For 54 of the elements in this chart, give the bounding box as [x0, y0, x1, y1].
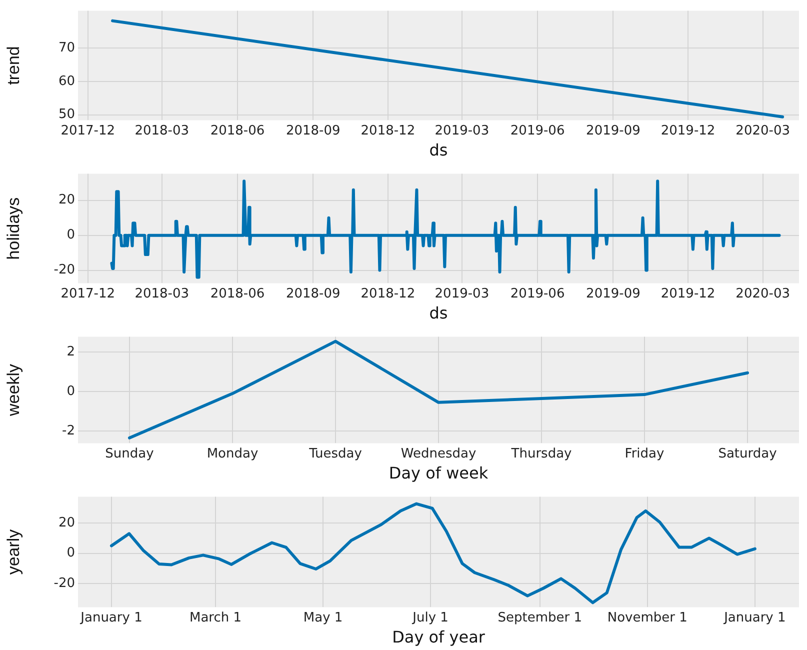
x-tick-label: 2018-09 [286, 123, 340, 138]
x-tick-label: Wednesday [400, 446, 476, 462]
x-tick-label: January 1 [723, 610, 786, 626]
x-tick-label: September 1 [498, 610, 582, 626]
y-axis-title: holidays [4, 197, 23, 260]
x-axis-title: Day of week [388, 464, 489, 483]
x-tick-label: Sunday [105, 446, 154, 462]
y-tick-label: 20 [58, 192, 75, 208]
x-tick-label: 2019-09 [586, 123, 640, 138]
x-axis-title: Day of year [392, 628, 486, 647]
y-tick-label: -2 [62, 423, 75, 438]
y-tick-label: 20 [58, 515, 75, 530]
x-tick-label: July 1 [412, 610, 448, 626]
x-tick-label: 2019-09 [586, 286, 640, 302]
x-tick-label: 2018-09 [286, 286, 340, 302]
x-tick-label: 2018-06 [210, 123, 265, 138]
x-tick-label: 2020-03 [736, 286, 790, 302]
x-tick-label: Monday [206, 446, 258, 462]
x-tick-label: 2018-12 [360, 286, 416, 302]
x-axis-title: ds [429, 140, 448, 160]
y-tick-label: 60 [58, 74, 75, 89]
x-tick-label: 2019-03 [434, 286, 490, 302]
x-tick-label: 2018-12 [360, 123, 416, 138]
y-axis-title: yearly [4, 528, 23, 575]
y-tick-label: 50 [58, 107, 75, 122]
x-tick-label: January 1 [80, 610, 142, 626]
x-tick-label: 2018-03 [134, 286, 190, 302]
x-tick-label: Saturday [718, 446, 778, 462]
x-tick-label: March 1 [189, 610, 242, 626]
x-tick-label: 2017-12 [60, 123, 116, 138]
x-tick-label: May 1 [303, 610, 343, 626]
x-tick-label: Tuesday [308, 446, 362, 462]
y-tick-label: 0 [66, 384, 75, 399]
x-tick-label: 2019-06 [510, 286, 565, 302]
x-tick-label: 2018-03 [134, 123, 190, 138]
x-tick-label: 2019-12 [660, 286, 716, 302]
y-tick-label: 70 [58, 40, 75, 56]
y-tick-label: 2 [66, 344, 75, 360]
x-tick-label: 2020-03 [736, 123, 790, 138]
y-axis-title: weekly [4, 364, 23, 417]
x-tick-label: 2017-12 [60, 286, 116, 302]
x-tick-label: 2018-06 [210, 286, 265, 302]
x-axis-title: ds [429, 304, 448, 323]
y-tick-label: 0 [66, 546, 75, 561]
x-tick-label: Thursday [510, 446, 572, 462]
y-tick-label: -20 [54, 262, 75, 278]
y-tick-label: 0 [66, 228, 75, 243]
x-tick-label: 2019-03 [434, 123, 490, 138]
x-tick-label: 2019-06 [510, 123, 565, 138]
y-tick-label: -20 [54, 576, 75, 592]
y-axis-title: trend [4, 46, 23, 85]
x-tick-label: Friday [624, 446, 665, 462]
x-tick-label: November 1 [607, 610, 688, 626]
x-tick-label: 2019-12 [660, 123, 716, 138]
